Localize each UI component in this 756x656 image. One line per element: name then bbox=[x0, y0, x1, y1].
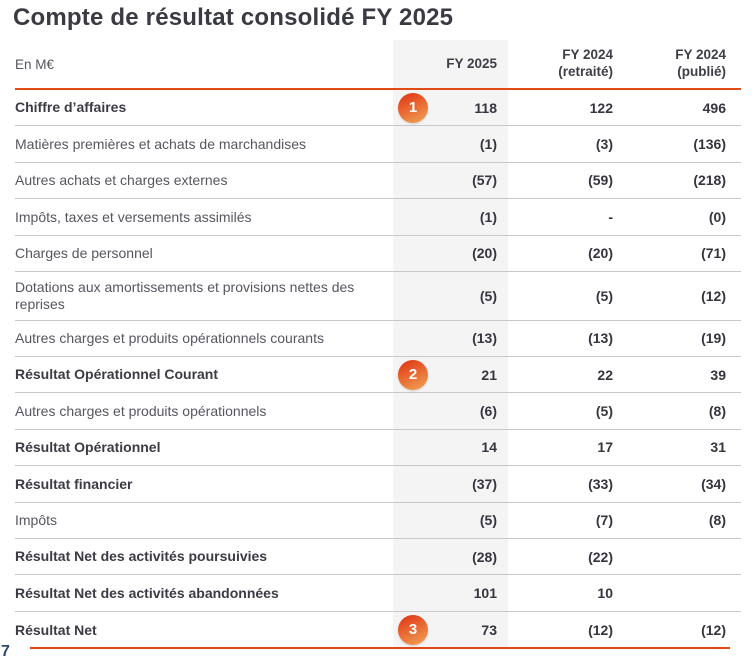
table-row: Résultat Net 3 73 (12) (12) bbox=[15, 612, 741, 648]
table-row: Charges de personnel (20) (20) (71) bbox=[15, 236, 741, 272]
value-fy2024-retraite: (5) bbox=[595, 403, 613, 420]
row-label: Autres achats et charges externes bbox=[15, 172, 228, 189]
row-label: Résultat Net des activités poursuivies bbox=[15, 548, 268, 565]
table-row: Résultat Net des activités abandonnées 1… bbox=[15, 575, 741, 612]
value-fy2025: (28) bbox=[472, 548, 497, 565]
marker-2-badge: 2 bbox=[398, 359, 428, 390]
value-fy2024-retraite: (13) bbox=[588, 330, 613, 347]
row-label: Résultat Net bbox=[15, 621, 97, 638]
row-label: Matières premières et achats de marchand… bbox=[15, 135, 307, 152]
value-fy2024-publie: (218) bbox=[693, 172, 726, 189]
table-row: Dotations aux amortissements et provisio… bbox=[15, 272, 741, 321]
table-row: Résultat Opérationnel Courant 2 21 22 39 bbox=[15, 357, 741, 394]
row-label: Autres charges et produits opérationnels… bbox=[15, 329, 324, 346]
value-fy2024-retraite: 10 bbox=[597, 584, 613, 601]
row-label: Chiffre d’affaires bbox=[15, 99, 127, 116]
row-label: Impôts bbox=[15, 511, 58, 528]
value-fy2024-publie: (12) bbox=[701, 621, 726, 638]
table-row: Autres charges et produits opérationnels… bbox=[15, 393, 741, 430]
fy2025-column-highlight bbox=[393, 40, 508, 648]
value-fy2025: (5) bbox=[479, 287, 497, 304]
row-label: Résultat Opérationnel bbox=[15, 439, 161, 456]
value-fy2024-retraite: 17 bbox=[597, 439, 613, 456]
table-row: Résultat financier (37) (33) (34) bbox=[15, 466, 741, 503]
value-fy2025: (6) bbox=[479, 403, 497, 420]
column-header-subtext: (retraité) bbox=[558, 64, 613, 79]
value-fy2024-retraite: (22) bbox=[588, 548, 613, 565]
value-fy2024-publie: 496 bbox=[702, 99, 726, 116]
value-fy2025: 21 bbox=[481, 366, 497, 383]
value-fy2024-publie: (34) bbox=[701, 475, 726, 492]
column-header-fy2024-publie: FY 2024 (publié) bbox=[628, 47, 741, 81]
value-fy2024-publie: (8) bbox=[708, 512, 726, 529]
row-label: Charges de personnel bbox=[15, 245, 153, 261]
value-fy2024-publie: 39 bbox=[710, 366, 726, 383]
value-fy2024-retraite: (12) bbox=[588, 621, 613, 638]
value-fy2024-publie: (71) bbox=[701, 245, 726, 262]
value-fy2024-retraite: 22 bbox=[597, 366, 613, 383]
table-row: Autres charges et produits opérationnels… bbox=[15, 321, 741, 357]
value-fy2024-publie: (136) bbox=[693, 136, 726, 153]
marker-1-badge: 1 bbox=[398, 92, 428, 123]
column-header-fy2024-retraite: FY 2024 (retraité) bbox=[512, 47, 628, 81]
table-row: Impôts (5) (7) (8) bbox=[15, 503, 741, 539]
row-label: Dotations aux amortissements et provisio… bbox=[15, 279, 355, 312]
value-fy2025: (5) bbox=[479, 512, 497, 529]
unit-label: En M€ bbox=[15, 56, 55, 72]
row-label: Résultat financier bbox=[15, 475, 133, 492]
table-row: Matières premières et achats de marchand… bbox=[15, 126, 741, 163]
table-row: Résultat Net des activités poursuivies (… bbox=[15, 539, 741, 576]
value-fy2024-retraite: (33) bbox=[588, 475, 613, 492]
value-fy2024-retraite: - bbox=[608, 208, 613, 225]
row-label: Autres charges et produits opérationnels bbox=[15, 402, 267, 419]
value-fy2024-publie: (19) bbox=[701, 330, 726, 347]
row-label: Résultat Opérationnel Courant bbox=[15, 366, 219, 383]
value-fy2025: 101 bbox=[473, 584, 497, 601]
value-fy2024-retraite: (7) bbox=[595, 512, 613, 529]
value-fy2025: (37) bbox=[472, 475, 497, 492]
value-fy2025: 118 bbox=[474, 99, 497, 116]
row-label: Résultat Net des activités abandonnées bbox=[15, 584, 279, 601]
table-row: Résultat Opérationnel 14 17 31 bbox=[15, 430, 741, 467]
page-number: 7 bbox=[1, 643, 10, 656]
table-bottom-rule bbox=[30, 647, 730, 649]
value-fy2024-retraite: (20) bbox=[588, 245, 613, 262]
column-header-text: FY 2025 bbox=[446, 55, 497, 71]
value-fy2025: (20) bbox=[472, 245, 497, 262]
table-row: Autres achats et charges externes (57) (… bbox=[15, 163, 741, 200]
value-fy2024-publie: (8) bbox=[708, 403, 726, 420]
value-fy2024-retraite: (59) bbox=[588, 172, 613, 189]
value-fy2024-publie: 31 bbox=[710, 439, 726, 456]
value-fy2025: (1) bbox=[479, 208, 497, 225]
value-fy2024-publie: (0) bbox=[708, 208, 726, 225]
value-fy2025: (57) bbox=[472, 172, 497, 189]
table-row: Chiffre d’affaires 1 118 122 496 bbox=[15, 90, 741, 127]
table-header-row: En M€ FY 2025 FY 2024 (retraité) FY 2024… bbox=[15, 40, 741, 90]
column-header-text: FY 2024 bbox=[562, 47, 613, 63]
table-row: Impôts, taxes et versements assimilés (1… bbox=[15, 199, 741, 236]
page-title: Compte de résultat consolidé FY 2025 bbox=[13, 4, 454, 31]
column-header-fy2025: FY 2025 bbox=[412, 56, 512, 73]
value-fy2024-retraite: (5) bbox=[595, 287, 613, 304]
row-label: Impôts, taxes et versements assimilés bbox=[15, 208, 252, 225]
column-header-subtext: (publié) bbox=[677, 64, 726, 79]
value-fy2024-retraite: (3) bbox=[595, 136, 613, 153]
value-fy2024-publie: (12) bbox=[701, 287, 726, 304]
value-fy2025: (13) bbox=[472, 330, 497, 347]
column-header-text: FY 2024 bbox=[675, 47, 726, 63]
marker-3-badge: 3 bbox=[398, 614, 428, 645]
value-fy2025: 14 bbox=[481, 439, 497, 456]
value-fy2024-retraite: 122 bbox=[589, 99, 613, 116]
value-fy2025: 73 bbox=[481, 621, 497, 638]
value-fy2025: (1) bbox=[479, 136, 497, 153]
income-statement-table: En M€ FY 2025 FY 2024 (retraité) FY 2024… bbox=[15, 40, 741, 648]
